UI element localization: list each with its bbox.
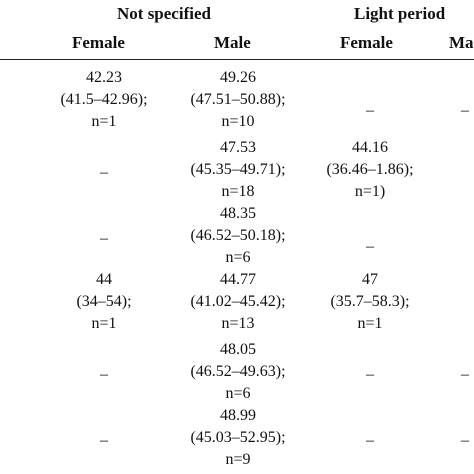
cell-lp-male: – <box>461 366 469 383</box>
cell-ns-female: – <box>100 164 108 181</box>
column-header-female: Female <box>72 33 125 52</box>
cell-ns-male: 47.53 (45.35–49.71); n=18 <box>190 139 286 200</box>
cell-lp-female: – <box>366 366 374 383</box>
cell-lp-female: – <box>366 432 374 449</box>
cell-ns-female: – <box>100 230 108 247</box>
cell-ns-female: – <box>100 366 108 383</box>
cell-ns-male: 44.77 (41.02–45.42); n=13 <box>190 271 286 332</box>
group-header-not-specified: Not specified <box>117 4 211 23</box>
cell-lp-female: 44.16 (36.46–1.86); n=1) <box>326 139 414 200</box>
cell-lp-female: – <box>366 238 374 255</box>
cell-lp-female: – <box>366 102 374 119</box>
header-rule <box>0 59 474 60</box>
column-header-male-light: Ma <box>449 33 474 52</box>
cell-lp-male: – <box>461 432 469 449</box>
cell-lp-male: – <box>461 102 469 119</box>
cell-ns-female: – <box>100 432 108 449</box>
cell-ns-male: 48.35 (46.52–50.18); n=6 <box>190 205 286 266</box>
cell-ns-male: 49.26 (47.51–50.88); n=10 <box>190 69 286 130</box>
cell-ns-female: 44 (34–54); n=1 <box>76 271 132 332</box>
cell-ns-male: 48.99 (45.03–52.95); n=9 <box>190 407 286 468</box>
column-header-male: Male <box>214 33 251 52</box>
group-header-light-period: Light period <box>354 4 446 23</box>
column-header-female-light: Female <box>340 33 393 52</box>
cell-ns-female: 42.23 (41.5–42.96); n=1 <box>60 69 148 130</box>
cell-lp-female: 47 (35.7–58.3); n=1 <box>330 271 410 332</box>
cell-ns-male: 48.05 (46.52–49.63); n=6 <box>190 341 286 402</box>
